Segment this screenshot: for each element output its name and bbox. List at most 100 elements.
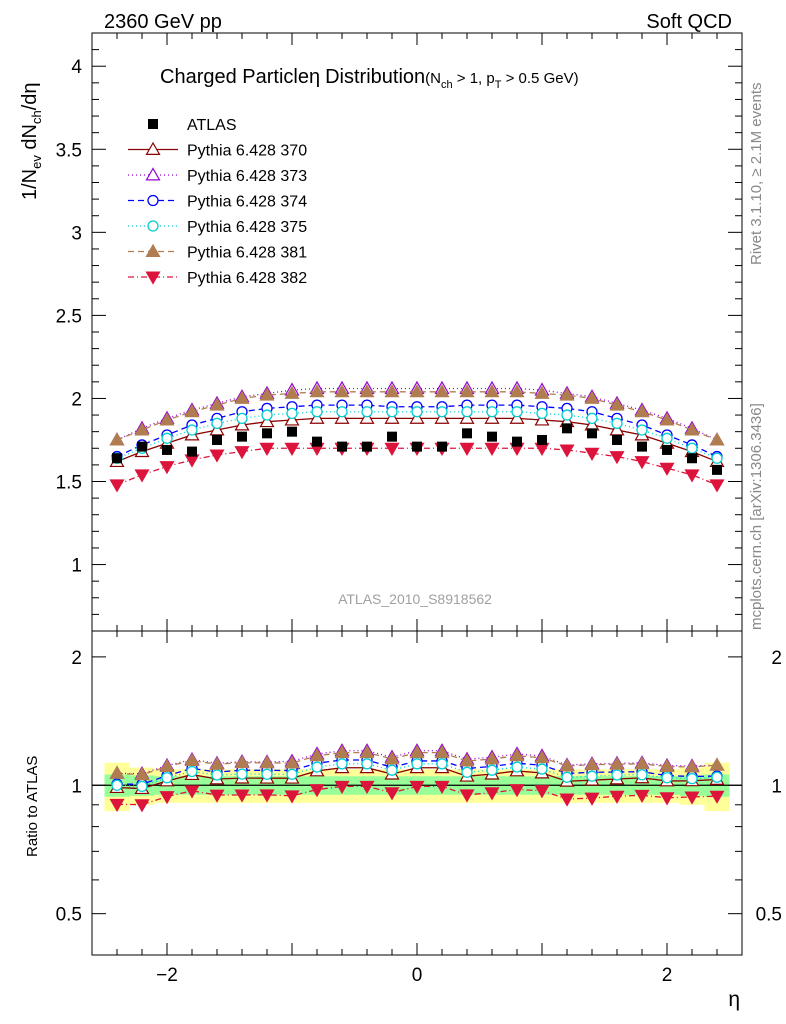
ratio-point	[409, 744, 425, 759]
atlas-data-point	[662, 444, 672, 455]
atlas-data-point	[362, 441, 372, 452]
atlas-data-point	[487, 431, 497, 442]
ratio-point	[609, 790, 625, 804]
ratio-point	[384, 751, 400, 765]
ratio-point	[109, 765, 125, 779]
ratio-point	[134, 767, 150, 781]
atlas-data-point	[162, 444, 172, 455]
atlas-data-point	[637, 441, 647, 452]
axes-frame: −2 0 2 1 1.5 2 2.5 3 3.5 4 0.5 0.5 1 1 2 2	[56, 32, 782, 986]
atlas-data-point	[437, 441, 447, 452]
series-point	[161, 432, 173, 444]
ratio-point	[511, 761, 523, 773]
atlas-data-point	[537, 434, 547, 445]
ratio-y-tick-label-right: 2	[771, 648, 782, 669]
series-point	[561, 409, 573, 421]
series-point	[636, 424, 648, 436]
ratio-point	[634, 789, 650, 804]
atlas-data-point	[512, 436, 522, 447]
series-point	[261, 409, 273, 421]
ratio-point	[459, 789, 475, 803]
series-point	[609, 422, 625, 436]
ratio-y-tick-label-right: 0.5	[756, 905, 782, 926]
legend-marker	[145, 141, 161, 155]
legend-marker	[145, 243, 161, 257]
atlas-data-point	[337, 441, 347, 452]
series-point	[484, 410, 500, 424]
ratio-point	[159, 791, 175, 805]
legend-marker	[145, 271, 161, 285]
legend-label: ATLAS	[187, 117, 237, 134]
atlas-data-point	[287, 426, 297, 437]
ratio-point	[186, 765, 198, 778]
ratio-point	[684, 791, 700, 805]
atlas-data-point	[212, 434, 222, 445]
series-point	[209, 449, 225, 463]
series-point	[486, 406, 498, 418]
atlas-data-point	[412, 441, 422, 452]
series-point	[334, 384, 350, 398]
ratio-point	[636, 769, 648, 781]
ratio-point	[234, 789, 250, 803]
series-point	[236, 412, 248, 425]
series-point	[234, 446, 250, 460]
x-tick-label: 2	[662, 965, 673, 986]
series-point	[534, 412, 550, 426]
series-point	[384, 384, 400, 398]
ratio-y-axis-label: Ratio to ATLAS	[24, 756, 41, 857]
energy-label: 2360 GeV pp	[104, 11, 222, 33]
atlas-data-point	[112, 453, 122, 464]
series-point	[634, 456, 650, 470]
atlas-data-point	[562, 423, 572, 434]
series-point	[184, 404, 200, 418]
ratio-point	[111, 779, 123, 791]
atlas-data-point	[387, 431, 397, 442]
mcplots-label: mcplots.cern.ch [arXiv:1306.3436]	[748, 403, 765, 630]
atlas-data-point	[137, 441, 147, 452]
ratio-point	[359, 744, 375, 759]
ratio-point	[684, 759, 700, 773]
main-y-tick-label: 1	[71, 556, 82, 577]
ratio-point	[484, 751, 500, 765]
category-label: Soft QCD	[646, 11, 732, 33]
atlas-data-point	[687, 453, 697, 464]
ratio-point	[259, 755, 275, 769]
series-point	[359, 384, 375, 398]
ratio-point	[534, 785, 550, 799]
ratio-point	[634, 756, 650, 770]
atlas-data-point	[262, 428, 272, 439]
series-point	[209, 397, 225, 411]
series-point	[234, 390, 250, 404]
ratio-point	[509, 748, 525, 762]
series-point	[209, 422, 225, 436]
ratio-y-tick-label: 2	[71, 648, 82, 669]
ratio-point	[659, 792, 675, 806]
ratio-y-tick-label: 1	[71, 776, 82, 797]
series-point	[309, 410, 325, 424]
series-point	[534, 385, 550, 399]
series-point	[284, 412, 300, 426]
ratio-point	[161, 772, 173, 784]
ratio-y-tick-label-right: 1	[771, 776, 782, 797]
series-point	[334, 410, 350, 424]
series-point	[311, 406, 323, 418]
ratio-point	[461, 766, 473, 778]
legend-marker	[145, 167, 161, 181]
series-point	[411, 406, 423, 418]
analysis-id-label: ATLAS_2010_S8918562	[338, 591, 492, 607]
series-point	[436, 406, 448, 418]
series-point	[109, 479, 125, 493]
series-point	[309, 384, 325, 398]
x-tick-label: 0	[412, 965, 423, 986]
plot-title: Charged Particleη Distribution(Nch > 1, p…	[160, 66, 579, 91]
series-point	[459, 442, 475, 456]
series-point	[584, 390, 600, 404]
series-point	[611, 417, 623, 430]
ratio-point	[559, 793, 575, 807]
ratio-point	[134, 799, 150, 813]
series-point	[509, 410, 525, 424]
series-point	[584, 447, 600, 461]
series-point	[361, 406, 373, 418]
series-point	[559, 387, 575, 401]
